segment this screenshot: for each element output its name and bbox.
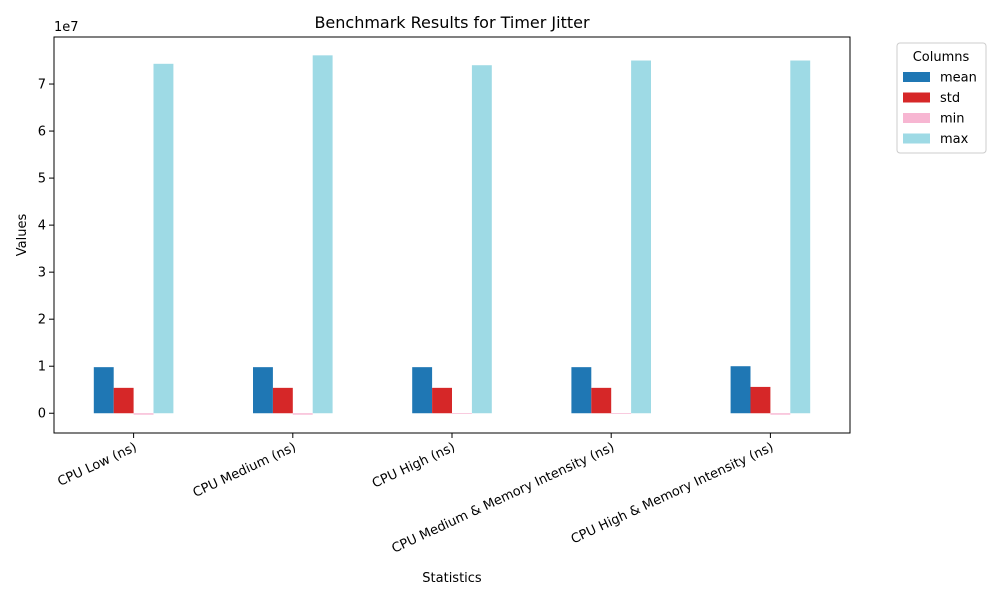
y-tick-label: 1 [38,360,46,375]
y-tick-label: 5 [38,172,46,187]
bar-std-4 [750,386,771,414]
bar-std-1 [272,387,293,414]
bar-mean-0 [93,367,114,414]
bar-max-3 [631,60,651,414]
bar-min-1 [292,413,313,415]
y-tick-label: 6 [38,125,46,140]
y-tick-label: 7 [38,78,46,93]
x-axis: CPU Low (ns) CPU Medium (ns) CPU High (ns)… [56,433,776,557]
bars-group [93,55,811,415]
bar-max-2 [471,65,492,414]
bar-min-3 [611,413,632,414]
bar-min-2 [452,413,472,414]
legend-label-max: max [940,132,969,147]
bar-max-0 [153,63,174,414]
legend-label-std: std [940,91,960,106]
y-axis-title: Values [15,214,30,257]
y-axis: 0 1 2 3 4 5 6 7 [38,78,54,422]
bar-max-4 [790,60,811,414]
legend-label-mean: mean [940,71,977,86]
bar-mean-1 [253,367,273,414]
y-tick-label: 3 [38,266,46,281]
bar-std-3 [591,387,612,414]
legend-swatch-max [903,133,930,144]
legend-title: Columns [913,50,970,65]
x-tick-label: CPU Low (ns) [56,440,140,490]
bar-mean-4 [730,366,751,414]
bar-min-0 [133,413,154,415]
x-axis-title: Statistics [422,571,482,586]
chart-title: Benchmark Results for Timer Jitter [314,13,590,32]
y-tick-label: 2 [38,313,46,328]
legend-swatch-min [903,113,930,123]
y-tick-label: 0 [38,407,46,422]
x-tick-label: CPU High (ns) [370,440,458,492]
x-tick-label: CPU Medium (ns) [191,440,299,501]
legend: Columns mean std min max [896,42,987,154]
legend-items: mean std min max [903,71,977,147]
bar-min-4 [770,413,791,415]
legend-swatch-std [903,92,930,103]
bar-mean-2 [412,367,433,414]
legend-swatch-mean [903,72,930,82]
bar-std-0 [113,387,134,414]
legend-label-min: min [940,112,965,127]
y-scale-label: 1e7 [54,20,79,35]
bar-mean-3 [571,367,592,414]
bar-std-2 [432,387,452,414]
bar-max-1 [312,55,333,414]
y-tick-label: 4 [38,219,46,234]
legend-box [896,42,987,154]
